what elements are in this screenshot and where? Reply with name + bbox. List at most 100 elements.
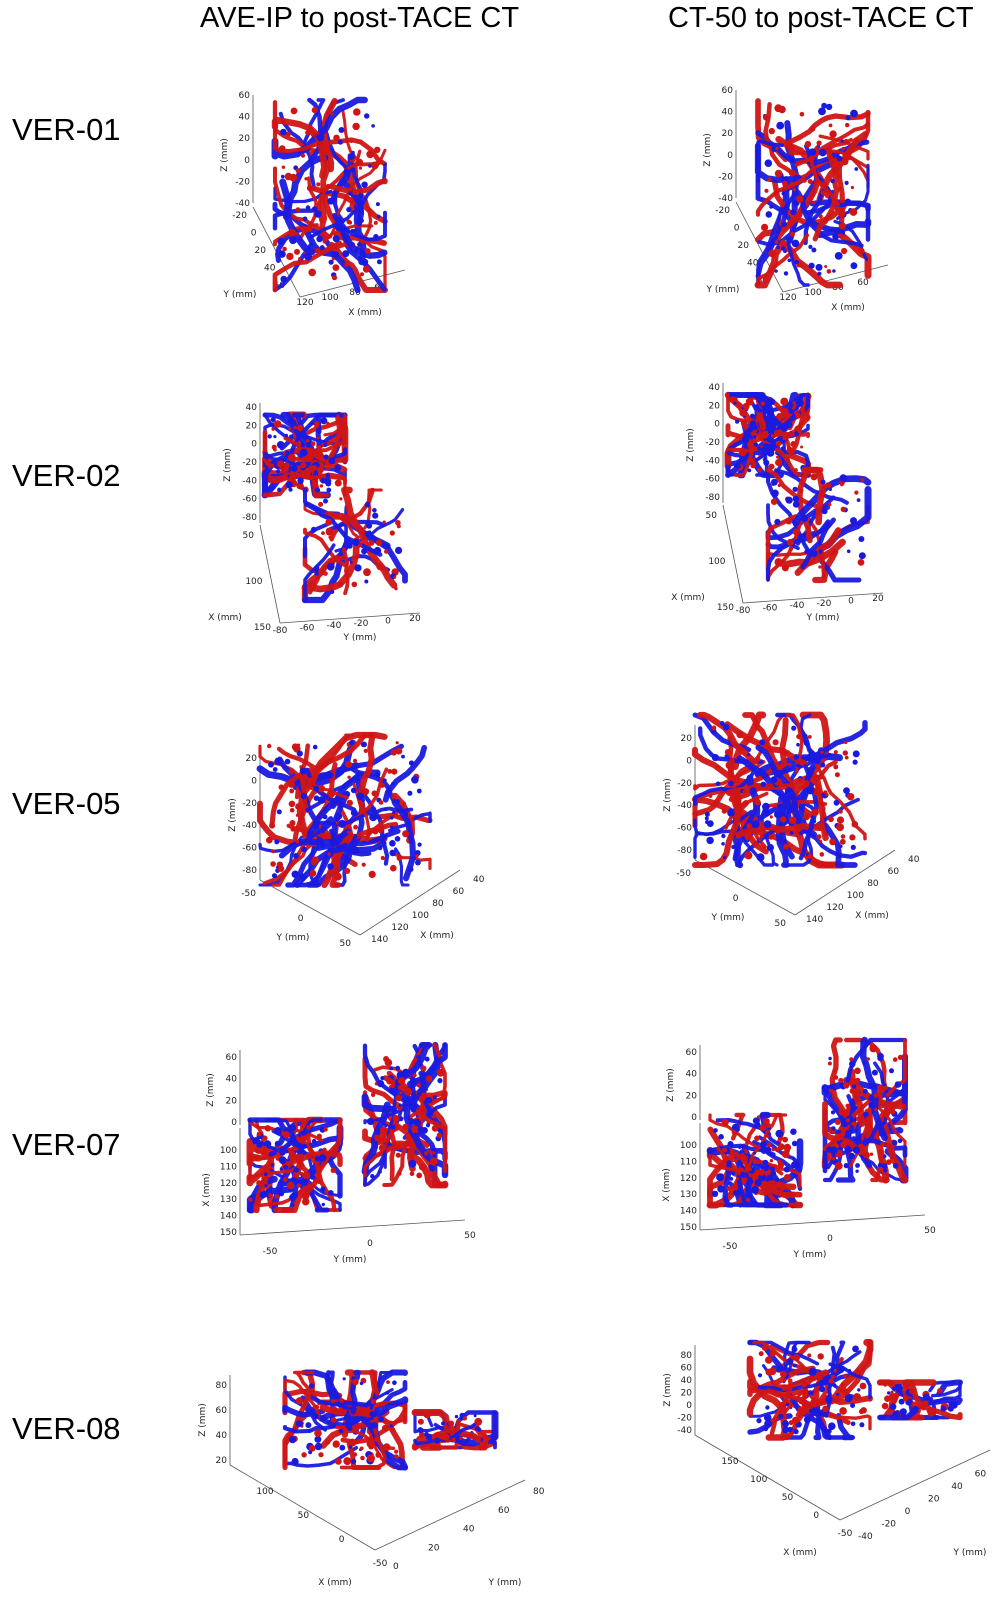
vessel-fragment — [308, 581, 316, 588]
vessel-fragment — [777, 483, 781, 488]
vessel-fragment — [892, 1057, 898, 1062]
z-tick-label: -40 — [235, 199, 250, 209]
vessel-fragment — [831, 1156, 836, 1161]
vessel-fragment — [371, 124, 375, 128]
vessel-fragment — [368, 164, 372, 168]
z-tick-label: -20 — [242, 458, 257, 468]
vessel-fragment — [869, 1044, 878, 1053]
vessel-fragment — [373, 1416, 380, 1423]
vessel-fragment — [279, 1167, 283, 1171]
vessel-fragment — [299, 448, 308, 457]
vessel-fragment — [746, 1197, 751, 1202]
vessel-fragment — [482, 1433, 488, 1439]
vessel-fragment — [367, 1117, 375, 1125]
vessel-fragment — [757, 1373, 763, 1378]
vessel-fragment — [774, 1390, 781, 1398]
vessel-fragment — [429, 1165, 436, 1172]
vessel-fragment — [288, 228, 297, 237]
z-tick-label: 20 — [681, 1389, 693, 1399]
vessel-fragment — [744, 834, 751, 840]
vessel-fragment — [334, 1458, 342, 1465]
vessel-fragment — [323, 498, 328, 504]
vessel-fragment — [404, 812, 409, 817]
vessel-fragment — [781, 191, 786, 196]
vessel-fragment — [713, 1128, 718, 1133]
vessel-fragment — [774, 429, 781, 437]
vessel-fragment — [374, 146, 381, 153]
vessel-fragment — [852, 1105, 858, 1111]
vessel-plot-ver-02-ct-50: 40 20 0 -20 -40 -60 -80 50 100 150 -80 -60 -40 -20 0 20… — [668, 375, 908, 645]
vessel-branch-red — [844, 1037, 888, 1089]
vessel-fragment — [817, 1353, 824, 1360]
vessel-fragment — [792, 501, 800, 508]
vessel-fragment — [847, 793, 855, 801]
z-axis-label: Z (mm) — [206, 1073, 216, 1107]
vessel-fragment — [798, 1396, 806, 1405]
vessel-fragment — [711, 754, 719, 762]
vessel-fragment — [448, 1420, 455, 1427]
vessel-fragment — [765, 1368, 773, 1376]
vessel-fragment — [853, 1393, 861, 1401]
vessel-branch-red — [735, 822, 824, 838]
vessel-fragment — [415, 859, 421, 866]
vessel-fragment — [270, 849, 275, 854]
vessel-fragment — [777, 1159, 782, 1164]
vessel-fragment — [803, 740, 810, 747]
vessel-branch-blue — [756, 189, 798, 284]
vessel-fragment — [719, 721, 725, 726]
vessel-fragment — [270, 861, 276, 867]
vessel-fragment — [360, 272, 364, 277]
vessel-fragment — [353, 824, 358, 830]
vessel-fragment — [288, 427, 292, 431]
axes — [694, 1345, 991, 1521]
vessel-fragment — [373, 1436, 380, 1442]
vessel-fragment — [729, 396, 736, 403]
vessel-fragment — [323, 442, 328, 447]
vessel-fragment — [780, 1405, 787, 1412]
vessel-fragment — [390, 864, 397, 872]
vessel-fragment — [296, 1150, 302, 1155]
vessel-fragment — [761, 223, 769, 231]
vessel-fragment — [833, 764, 839, 770]
vessel-fragment — [762, 802, 770, 811]
vessel-fragment — [732, 784, 736, 789]
vessel-branch-red — [272, 240, 342, 293]
vessel-fragment — [322, 814, 328, 820]
vessel-fragment — [286, 204, 291, 209]
vessel-fragment — [820, 190, 826, 195]
vessel-fragment — [435, 1431, 441, 1437]
vessel-fragment — [359, 1381, 364, 1386]
vessel-branch-red — [282, 1388, 343, 1416]
vessel-fragment — [823, 790, 828, 795]
x-tick-label: 100 — [804, 288, 821, 298]
vessel-fragment — [775, 1147, 780, 1153]
vessel-fragment — [392, 1380, 397, 1385]
vessel-fragment — [274, 1194, 280, 1199]
vessel-fragment — [263, 1151, 267, 1156]
vessel-fragment — [793, 468, 798, 473]
vessel-branch-red — [877, 1379, 912, 1406]
vessel-fragment — [325, 1377, 332, 1384]
vessel-branch-red — [724, 791, 769, 830]
vessel-fragment — [307, 1184, 311, 1188]
vessel-fragment — [350, 787, 357, 794]
vessel-fragment — [387, 1142, 391, 1146]
vessel-fragment — [318, 501, 324, 507]
vessel-fragment — [320, 417, 328, 425]
vessel-fragment — [826, 269, 832, 274]
vessel-fragment — [766, 844, 774, 852]
vessel-fragment — [913, 1405, 918, 1411]
vessel-fragment — [782, 1136, 788, 1143]
vessel-fragment — [335, 812, 343, 820]
vessel-fragment — [382, 834, 388, 840]
vessel-fragment — [812, 201, 816, 205]
vessel-fragment — [735, 1127, 740, 1132]
vessel-fragment — [785, 496, 793, 504]
vessel-fragment — [855, 1163, 860, 1168]
vessel-fragment — [296, 1183, 301, 1188]
vessel-fragment — [330, 1167, 336, 1173]
vessel-branch-red — [407, 1151, 449, 1189]
vessel-fragment — [836, 823, 844, 832]
vessel-fragment — [757, 446, 762, 451]
vessel-branch-red — [772, 179, 847, 225]
